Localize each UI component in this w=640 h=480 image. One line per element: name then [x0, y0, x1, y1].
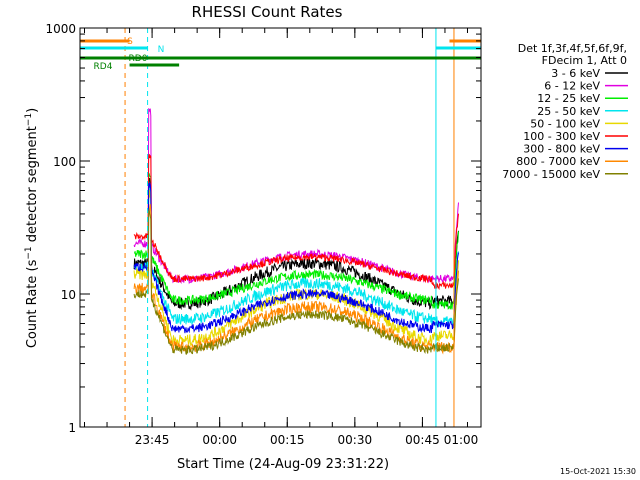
state-bar-layer: S N RD0 RD4 [80, 37, 481, 72]
state-bar-label-4: RD4 [94, 62, 113, 72]
x-tick-label-1: 23:45 [135, 433, 170, 447]
legend-label-6: 100 - 300 keV [523, 130, 600, 143]
y-tick-label-1: 1 [68, 421, 76, 435]
y-axis-label-exponent1: −1 [24, 246, 34, 259]
timestamp: 15-Oct-2021 15:30 [560, 467, 636, 476]
x-axis-label: Start Time (24-Aug-09 23:31:22) [177, 457, 389, 472]
legend-header-line1: Det 1f,3f,4f,5f,6f,9f, [518, 42, 627, 55]
state-bar-label-3: RD0 [129, 54, 148, 64]
legend-label-1: 3 - 6 keV [551, 67, 600, 80]
series-layer [133, 108, 459, 355]
legend-label-4: 25 - 50 keV [537, 105, 600, 118]
legend-label-7: 300 - 800 keV [523, 143, 600, 156]
vertical-marker-layer [79, 28, 482, 427]
series-line-7 [133, 182, 459, 334]
x-tick-label-2: 00:00 [202, 433, 237, 447]
legend: Det 1f,3f,4f,5f,6f,9f, FDecim 1, Att 0 3… [502, 42, 628, 181]
axis-layer: 1 10 100 1000 23:45 00:00 00:15 00:30 00:45 01:00 [45, 22, 481, 447]
x-tick-label-4: 00:30 [338, 433, 373, 447]
x-tick-label-5: 00:45 [405, 433, 440, 447]
x-tick-label-3: 00:15 [270, 433, 305, 447]
legend-label-2: 6 - 12 keV [544, 80, 600, 93]
y-axis-label-exponent2: −1 [24, 113, 34, 126]
state-bar-label-2: N [158, 45, 165, 55]
series-line-9 [133, 209, 459, 355]
y-tick-label-3: 100 [53, 155, 76, 169]
y-axis-label: Count Rate (s−1 detector segment−1) [24, 108, 40, 348]
plot-frame [79, 27, 482, 428]
legend-header-line2: FDecim 1, Att 0 [542, 54, 627, 67]
y-axis-label-part1: Count Rate (s [25, 259, 40, 348]
y-tick-label-4: 1000 [45, 22, 76, 36]
legend-label-8: 800 - 7000 keV [516, 155, 600, 168]
series-line-4 [133, 184, 459, 328]
y-axis-label-part3: ) [25, 108, 40, 113]
legend-label-3: 12 - 25 keV [537, 92, 600, 105]
series-line-6 [133, 153, 459, 291]
y-tick-label-2: 10 [61, 288, 76, 302]
x-tick-label-6: 01:00 [444, 433, 479, 447]
series-line-8 [133, 204, 459, 355]
series-line-3 [134, 173, 459, 310]
chart-title: RHESSI Count Rates [192, 3, 343, 21]
series-line-2 [133, 108, 459, 285]
legend-label-5: 50 - 100 keV [530, 117, 600, 130]
state-bar-label-1: S [127, 37, 133, 47]
legend-label-9: 7000 - 15000 keV [502, 168, 600, 181]
y-axis-label-part2: detector segment [25, 126, 40, 246]
